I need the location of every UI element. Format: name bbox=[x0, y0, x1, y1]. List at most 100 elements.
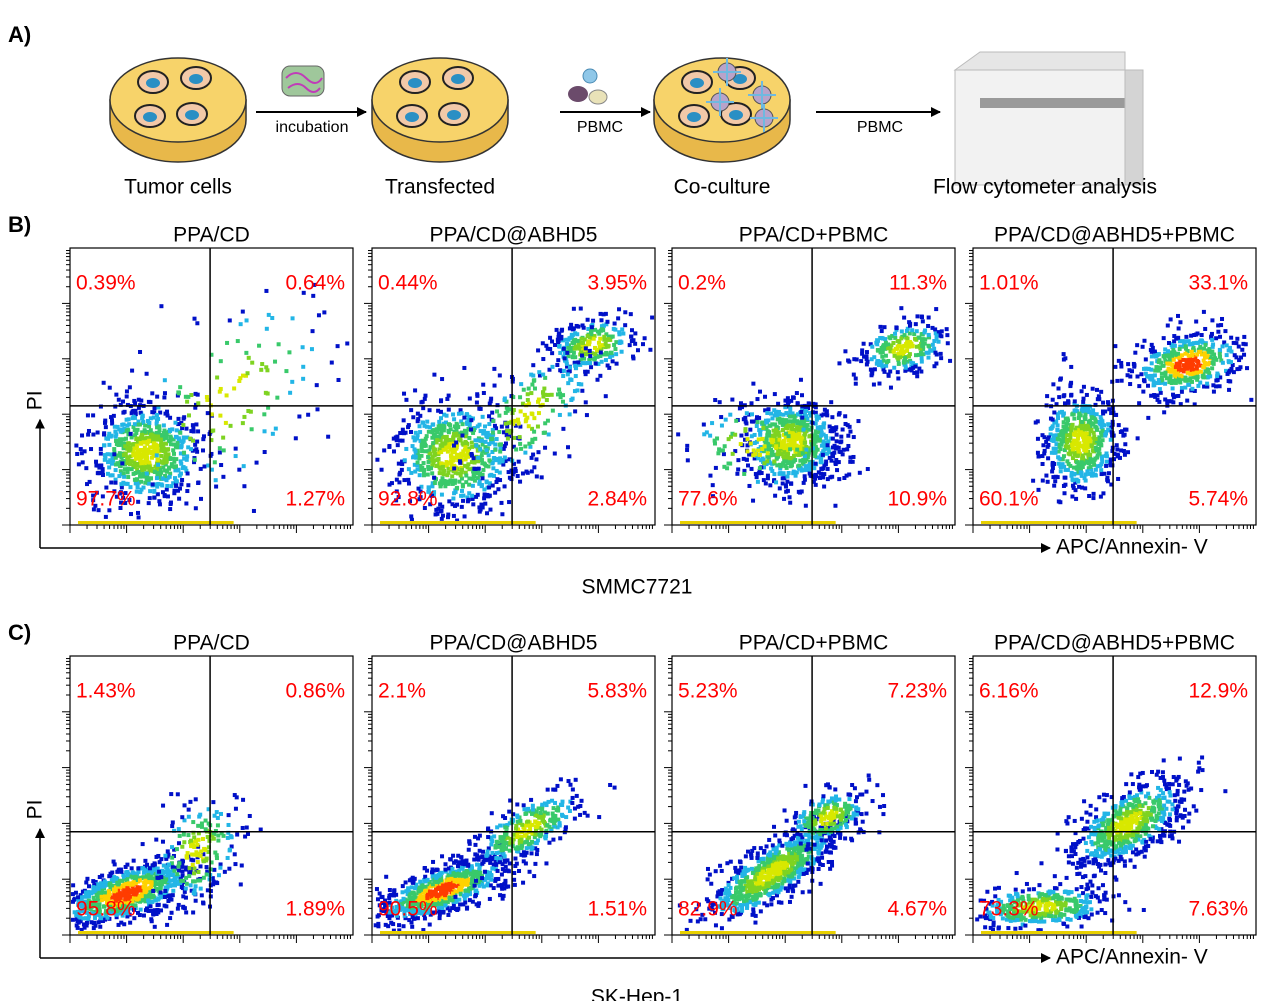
event-dot bbox=[1097, 451, 1101, 455]
event-dot bbox=[470, 441, 474, 445]
event-dot bbox=[123, 467, 127, 471]
event-dot bbox=[107, 889, 111, 893]
event-dot bbox=[579, 337, 583, 341]
event-dot bbox=[402, 392, 406, 396]
event-dot bbox=[915, 345, 919, 349]
event-dot bbox=[455, 423, 459, 427]
event-dot bbox=[877, 382, 881, 386]
nucleus bbox=[447, 110, 461, 120]
event-dot bbox=[873, 367, 877, 371]
event-dot bbox=[788, 456, 792, 460]
event-dot bbox=[1069, 381, 1073, 385]
event-dot bbox=[237, 379, 241, 383]
event-dot bbox=[536, 400, 540, 404]
event-dot bbox=[181, 440, 185, 444]
event-dot bbox=[1105, 460, 1109, 464]
event-dot bbox=[152, 441, 156, 445]
nucleus bbox=[143, 112, 157, 122]
event-dot bbox=[129, 512, 133, 516]
event-dot bbox=[1146, 384, 1150, 388]
event-dot bbox=[1088, 439, 1092, 443]
event-dot bbox=[1101, 401, 1105, 405]
event-dot bbox=[872, 355, 876, 359]
event-dot bbox=[736, 467, 740, 471]
event-dot bbox=[487, 485, 491, 489]
event-dot bbox=[579, 307, 583, 311]
event-dot bbox=[1069, 365, 1073, 369]
event-dot bbox=[163, 378, 167, 382]
quadrant-percent: 77.6% bbox=[678, 488, 738, 511]
event-dot bbox=[787, 400, 791, 404]
event-dot bbox=[586, 334, 590, 338]
event-dot bbox=[788, 495, 792, 499]
event-dot bbox=[1081, 454, 1085, 458]
event-dot bbox=[469, 418, 473, 422]
event-dot bbox=[631, 355, 635, 359]
event-dot bbox=[785, 480, 789, 484]
event-dot bbox=[932, 347, 936, 351]
event-dot bbox=[1080, 389, 1084, 393]
event-dot bbox=[894, 347, 898, 351]
event-dot bbox=[791, 423, 795, 427]
event-dot bbox=[526, 392, 530, 396]
event-dot bbox=[409, 471, 413, 475]
event-dot bbox=[152, 416, 156, 420]
event-dot bbox=[1080, 474, 1084, 478]
event-dot bbox=[113, 425, 117, 429]
event-dot bbox=[418, 424, 422, 428]
event-dot bbox=[621, 332, 625, 336]
event-dot bbox=[128, 921, 132, 925]
event-dot bbox=[137, 398, 141, 402]
event-dot bbox=[887, 335, 891, 339]
event-dot bbox=[157, 897, 161, 901]
event-dot bbox=[1095, 428, 1099, 432]
event-dot bbox=[508, 476, 512, 480]
event-dot bbox=[1116, 454, 1120, 458]
event-dot bbox=[483, 462, 487, 466]
event-dot bbox=[526, 471, 530, 475]
event-dot bbox=[218, 451, 222, 455]
event-dot bbox=[523, 451, 527, 455]
event-dot bbox=[550, 393, 554, 397]
event-dot bbox=[431, 441, 435, 445]
event-dot bbox=[451, 412, 455, 416]
event-dot bbox=[784, 483, 788, 487]
event-dot bbox=[499, 459, 503, 463]
event-dot bbox=[182, 435, 186, 439]
event-dot bbox=[103, 890, 107, 894]
event-dot bbox=[1185, 399, 1189, 403]
event-dot bbox=[1074, 497, 1078, 501]
event-dot bbox=[137, 515, 141, 519]
event-dot bbox=[147, 421, 151, 425]
event-dot bbox=[536, 425, 540, 429]
event-dot bbox=[175, 445, 179, 449]
event-dot bbox=[720, 424, 724, 428]
event-dot bbox=[1075, 478, 1079, 482]
event-dot bbox=[605, 320, 609, 324]
event-dot bbox=[872, 383, 876, 387]
event-dot bbox=[151, 482, 155, 486]
event-dot bbox=[1194, 333, 1198, 337]
event-dot bbox=[159, 304, 163, 308]
event-dot bbox=[784, 490, 788, 494]
event-dot bbox=[153, 470, 157, 474]
event-dot bbox=[573, 364, 577, 368]
event-dot bbox=[326, 435, 330, 439]
event-dot bbox=[769, 467, 773, 471]
event-dot bbox=[483, 502, 487, 506]
event-dot bbox=[1229, 336, 1233, 340]
event-dot bbox=[756, 420, 760, 424]
event-dot bbox=[1216, 323, 1220, 327]
event-dot bbox=[524, 419, 528, 423]
event-dot bbox=[145, 457, 149, 461]
event-dot bbox=[594, 362, 598, 366]
event-dot bbox=[939, 352, 943, 356]
event-dot bbox=[1144, 372, 1148, 376]
event-dot bbox=[425, 420, 429, 424]
event-dot bbox=[1057, 457, 1061, 461]
event-dot bbox=[948, 359, 952, 363]
event-dot bbox=[817, 470, 821, 474]
event-dot bbox=[450, 502, 454, 506]
event-dot bbox=[1201, 374, 1205, 378]
event-dot bbox=[128, 385, 132, 389]
